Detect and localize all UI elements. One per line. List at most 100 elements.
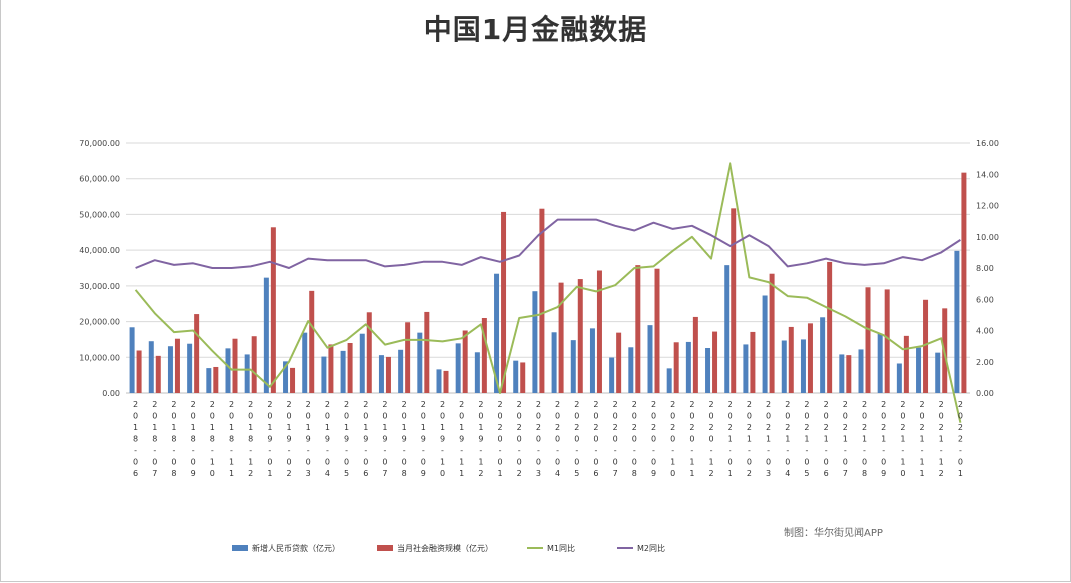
- bar: [820, 317, 826, 393]
- bar: [896, 363, 902, 393]
- bar: [673, 342, 679, 393]
- bar: [609, 357, 615, 393]
- x-tick-label: 2 0 2 1 -0 1: [728, 400, 733, 478]
- bar: [155, 355, 161, 393]
- y-right-tick-label: 8.00: [976, 264, 994, 273]
- bar: [762, 295, 768, 393]
- bar: [954, 250, 960, 393]
- series-line: [134, 162, 962, 423]
- x-tick-label: 2 0 1 8 -0 8: [171, 400, 176, 478]
- bar: [743, 344, 749, 393]
- bar: [903, 335, 909, 393]
- x-tick-label: 2 0 1 9 -1 2: [478, 400, 483, 478]
- bar: [213, 366, 219, 393]
- bar: [788, 326, 794, 393]
- bar: [398, 349, 404, 393]
- bar: [827, 261, 833, 393]
- x-tick-label: 2 0 1 8 -1 0: [210, 400, 215, 478]
- x-tick-label: 2 0 1 9 -0 5: [344, 400, 349, 478]
- y-left-tick-label: 40,000.00: [79, 246, 120, 255]
- bar: [807, 323, 813, 393]
- bar: [378, 355, 384, 393]
- bar: [539, 208, 545, 393]
- legend-label: 当月社会融资规模（亿元）: [397, 543, 493, 553]
- x-tick-label: 2 0 2 1 -1 2: [939, 400, 944, 478]
- bar: [589, 328, 595, 393]
- bar: [347, 343, 353, 393]
- bar: [436, 369, 442, 393]
- bar: [290, 367, 296, 393]
- x-tick-label: 2 0 1 9 -0 6: [363, 400, 368, 478]
- bar: [244, 354, 250, 393]
- x-tick-label: 2 0 2 1 -0 6: [824, 400, 829, 478]
- bar: [800, 339, 806, 393]
- x-tick-label: 2 0 1 9 -0 1: [267, 400, 272, 478]
- bar: [455, 343, 461, 393]
- bar: [520, 362, 526, 393]
- bar: [769, 273, 775, 393]
- bar: [685, 341, 691, 393]
- bar: [923, 299, 929, 393]
- x-tick-label: 2 0 2 0 -0 1: [497, 400, 502, 478]
- bar: [647, 325, 653, 393]
- x-tick-label: 2 0 2 1 -1 1: [919, 400, 924, 478]
- x-tick-label: 2 0 2 1 -0 5: [804, 400, 809, 478]
- x-tick-label: 2 0 2 0 -1 2: [708, 400, 713, 478]
- y-right-tick-label: 10.00: [976, 233, 999, 242]
- bar: [148, 341, 154, 393]
- bar: [750, 331, 756, 393]
- x-tick-label: 2 0 2 0 -0 8: [632, 400, 637, 478]
- bar: [884, 289, 890, 393]
- bar: [724, 265, 730, 393]
- y-left-tick-label: 10,000.00: [79, 353, 120, 362]
- bar: [532, 291, 538, 393]
- y-right-tick-label: 4.00: [976, 327, 994, 336]
- x-tick-label: 2 0 2 0 -0 5: [574, 400, 579, 478]
- bar: [961, 172, 967, 393]
- bar: [616, 332, 622, 393]
- bar: [635, 265, 641, 393]
- bar: [385, 356, 391, 393]
- x-tick-label: 2 0 2 1 -0 4: [785, 400, 790, 478]
- bar: [865, 287, 871, 393]
- x-tick-label: 2 0 1 8 -0 6: [133, 400, 138, 478]
- x-tick-label: 2 0 1 9 -0 2: [286, 400, 291, 478]
- y-right-tick-label: 16.00: [976, 139, 999, 148]
- series-line: [135, 218, 961, 269]
- bar: [340, 350, 346, 393]
- x-tick-label: 2 0 2 1 -0 7: [843, 400, 848, 478]
- bar: [462, 330, 468, 393]
- chart-title: 中国1月金融数据: [423, 13, 648, 46]
- bar: [283, 361, 289, 393]
- bar: [424, 311, 430, 393]
- x-tick-label: 2 0 1 9 -0 9: [421, 400, 426, 478]
- y-left-tick-label: 20,000.00: [79, 318, 120, 327]
- x-tick-label: 2 0 1 9 -0 3: [306, 400, 311, 478]
- y-right-tick-label: 2.00: [976, 358, 994, 367]
- y-right-tick-label: 12.00: [976, 202, 999, 211]
- legend-label: 新增人民币贷款（亿元）: [252, 543, 340, 553]
- bar: [494, 273, 500, 393]
- bar: [513, 360, 519, 393]
- x-tick-label: 2 0 2 1 -0 9: [881, 400, 886, 478]
- x-tick-label: 2 0 2 0 -0 2: [517, 400, 522, 478]
- bar: [481, 318, 487, 393]
- x-tick-label: 2 0 1 8 -0 9: [191, 400, 196, 478]
- bar: [596, 270, 602, 393]
- legend-label: M1同比: [547, 543, 575, 553]
- bar: [443, 370, 449, 393]
- bar: [692, 316, 698, 393]
- bar: [405, 322, 411, 393]
- bar: [263, 277, 269, 393]
- bar: [359, 333, 365, 393]
- y-left-tick-label: 60,000.00: [79, 175, 120, 184]
- x-tick-label: 2 0 2 1 -0 2: [747, 400, 752, 478]
- x-tick-label: 2 0 2 0 -1 1: [689, 400, 694, 478]
- bar: [321, 356, 327, 393]
- bar: [654, 268, 660, 393]
- bar: [839, 354, 845, 393]
- bar: [136, 350, 142, 393]
- x-tick-label: 2 0 1 8 -0 7: [152, 400, 157, 478]
- bar: [570, 340, 576, 393]
